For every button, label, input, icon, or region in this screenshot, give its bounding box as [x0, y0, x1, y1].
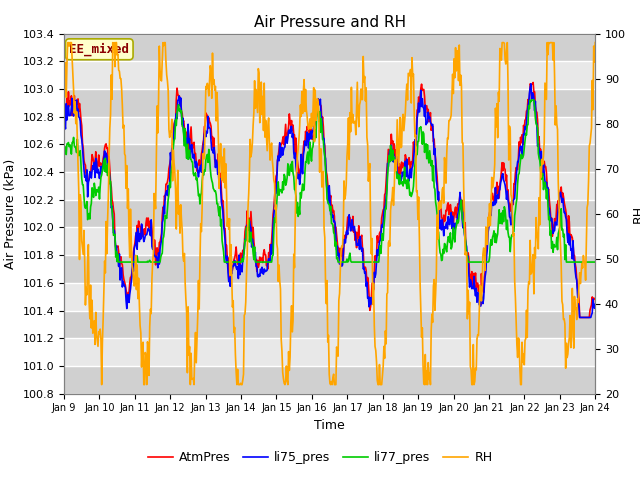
Bar [64, 366, 595, 394]
RH [208, 96, 216, 101]
X-axis label: Time: Time [314, 419, 345, 432]
li75_pres [60, 130, 68, 135]
Bar [64, 283, 595, 311]
li77_pres [70, 134, 77, 140]
RH [396, 138, 403, 144]
Line: li77_pres: li77_pres [64, 100, 595, 262]
AtmPres [70, 102, 77, 108]
li77_pres [125, 259, 133, 265]
AtmPres [529, 80, 537, 85]
AtmPres [179, 111, 186, 117]
Bar [64, 117, 595, 144]
Bar [64, 228, 595, 255]
RH [411, 134, 419, 140]
RH [180, 258, 188, 264]
Bar [64, 89, 595, 117]
RH [591, 40, 599, 46]
li75_pres [70, 113, 77, 119]
li77_pres [207, 174, 215, 180]
Y-axis label: Air Pressure (kPa): Air Pressure (kPa) [4, 158, 17, 269]
Bar [64, 144, 595, 172]
li75_pres [207, 126, 214, 132]
Bar [64, 172, 595, 200]
li77_pres [179, 124, 187, 130]
li77_pres [526, 97, 534, 103]
li75_pres [527, 81, 535, 87]
li77_pres [115, 259, 122, 265]
Bar [64, 200, 595, 228]
li77_pres [591, 259, 599, 265]
AtmPres [124, 290, 132, 296]
Bar [64, 255, 595, 283]
li77_pres [410, 171, 418, 177]
Y-axis label: RH: RH [632, 204, 640, 223]
Bar [64, 61, 595, 89]
li75_pres [576, 314, 584, 320]
Bar [64, 338, 595, 366]
RH [98, 382, 106, 387]
Line: li75_pres: li75_pres [64, 84, 595, 317]
AtmPres [576, 314, 584, 320]
Legend: AtmPres, li75_pres, li77_pres, RH: AtmPres, li75_pres, li77_pres, RH [143, 446, 497, 469]
li77_pres [60, 146, 68, 152]
Line: RH: RH [64, 43, 595, 384]
RH [60, 84, 68, 90]
Line: AtmPres: AtmPres [64, 83, 595, 317]
AtmPres [207, 120, 214, 126]
AtmPres [591, 296, 599, 301]
li75_pres [179, 122, 186, 128]
li75_pres [124, 292, 132, 298]
RH [126, 254, 134, 260]
AtmPres [410, 139, 417, 145]
li77_pres [395, 177, 403, 183]
Bar [64, 34, 595, 61]
AtmPres [60, 111, 68, 117]
Bar [64, 311, 595, 338]
RH [70, 110, 78, 116]
li75_pres [410, 158, 417, 164]
RH [64, 40, 72, 46]
AtmPres [394, 161, 402, 167]
li75_pres [394, 173, 402, 179]
Title: Air Pressure and RH: Air Pressure and RH [253, 15, 406, 30]
li75_pres [591, 301, 599, 307]
Text: EE_mixed: EE_mixed [69, 43, 129, 56]
